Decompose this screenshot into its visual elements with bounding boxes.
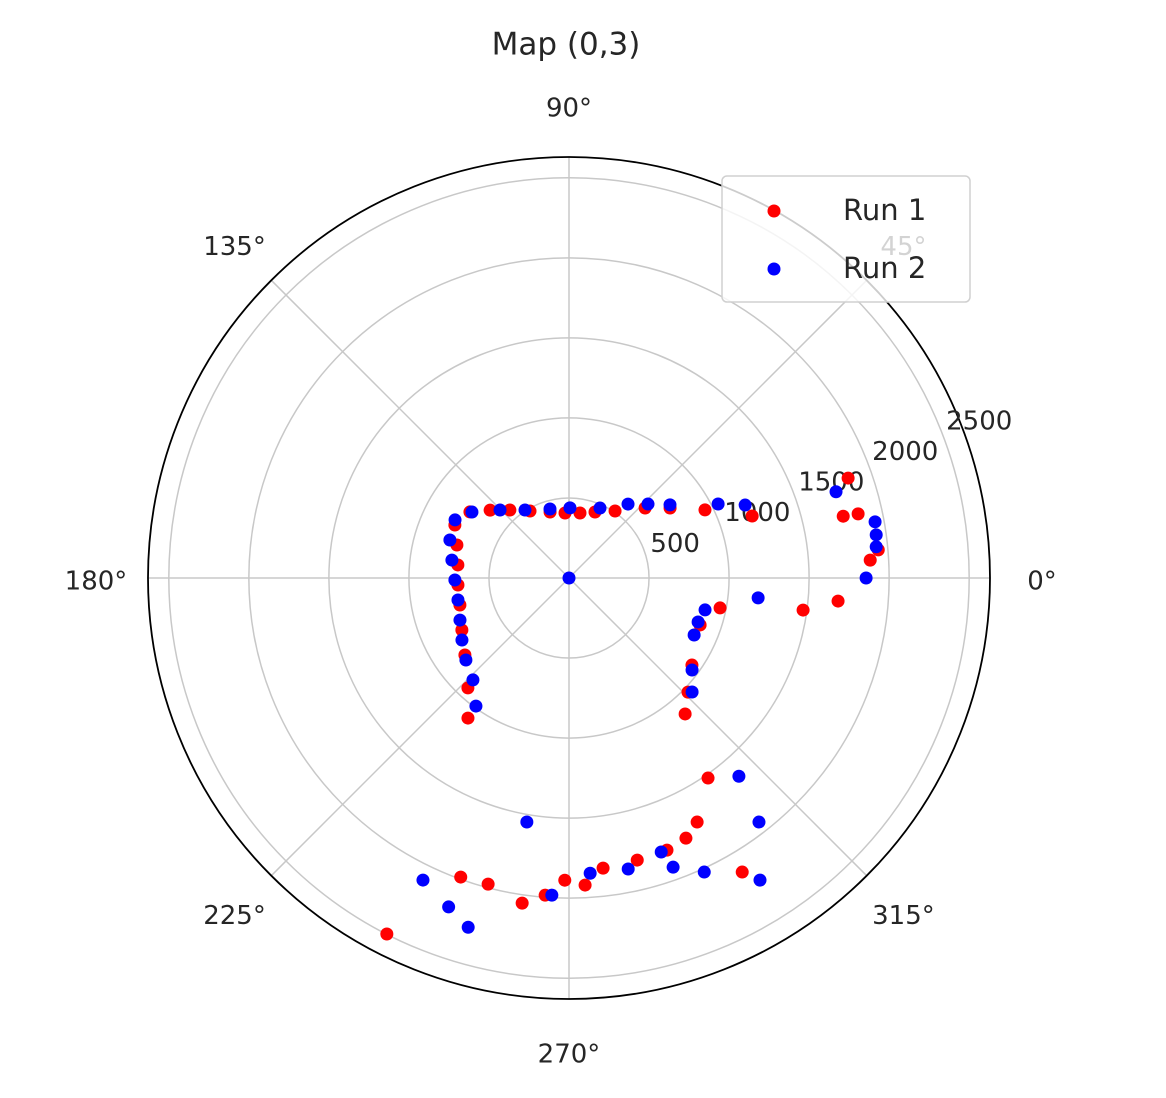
point — [829, 485, 843, 499]
point — [455, 633, 469, 647]
point — [448, 573, 462, 587]
legend-box — [721, 175, 971, 303]
point — [685, 663, 699, 677]
point — [713, 601, 727, 615]
point — [593, 501, 607, 515]
grid-spoke — [270, 577, 570, 877]
point — [380, 927, 394, 941]
point — [469, 699, 483, 713]
point — [836, 509, 850, 523]
point — [679, 831, 693, 845]
point — [445, 553, 459, 567]
point — [666, 860, 680, 874]
point — [493, 503, 507, 517]
theta-tick-label: 0° — [1027, 567, 1057, 597]
point — [442, 900, 456, 914]
point — [483, 503, 497, 517]
theta-tick-label: 180° — [65, 567, 128, 597]
point — [465, 505, 479, 519]
point — [562, 571, 576, 585]
legend-marker — [767, 204, 781, 218]
theta-tick-label: 90° — [546, 94, 592, 124]
r-tick-label: 500 — [650, 529, 700, 559]
point — [503, 503, 517, 517]
point — [859, 571, 873, 585]
point — [698, 603, 712, 617]
theta-tick-label: 315° — [872, 901, 935, 931]
polar-frame — [147, 156, 991, 1000]
point — [735, 865, 749, 879]
grid-spoke — [568, 577, 868, 877]
point — [573, 506, 587, 520]
point — [543, 502, 557, 516]
point — [608, 504, 622, 518]
point — [596, 861, 610, 875]
point — [416, 873, 430, 887]
point — [621, 862, 635, 876]
point — [841, 471, 855, 485]
chart-title: Map (0,3) — [492, 27, 641, 63]
point — [691, 615, 705, 629]
point — [459, 653, 473, 667]
point — [697, 865, 711, 879]
point — [466, 673, 480, 687]
point — [454, 870, 468, 884]
point — [481, 877, 495, 891]
point — [451, 593, 465, 607]
point — [711, 497, 725, 511]
point — [583, 866, 597, 880]
point — [752, 815, 766, 829]
point — [563, 501, 577, 515]
legend-label: Run 2 — [843, 251, 926, 285]
point — [698, 503, 712, 517]
legend: Run 1 Run 2 — [721, 175, 971, 303]
point — [654, 845, 668, 859]
point — [558, 873, 572, 887]
point — [701, 771, 715, 785]
point — [453, 613, 467, 627]
point — [621, 497, 635, 511]
point — [678, 707, 692, 721]
legend-marker — [767, 262, 781, 276]
point — [448, 513, 462, 527]
point — [663, 498, 677, 512]
point — [831, 594, 845, 608]
point — [630, 853, 644, 867]
point — [796, 603, 810, 617]
point — [869, 528, 883, 542]
point — [751, 591, 765, 605]
legend-label: Run 1 — [843, 193, 926, 227]
point — [868, 515, 882, 529]
point — [732, 769, 746, 783]
point — [461, 711, 475, 725]
point — [545, 888, 559, 902]
point — [753, 873, 767, 887]
point — [745, 509, 759, 523]
point — [518, 503, 532, 517]
r-tick-label: 2500 — [946, 406, 1012, 436]
point — [515, 896, 529, 910]
point — [687, 628, 701, 642]
point — [641, 497, 655, 511]
point — [851, 507, 865, 521]
theta-tick-label: 225° — [203, 901, 266, 931]
point — [863, 553, 877, 567]
point — [455, 623, 469, 637]
point — [443, 533, 457, 547]
point — [685, 685, 699, 699]
point — [869, 540, 883, 554]
grid-spoke — [568, 279, 868, 579]
point — [461, 920, 475, 934]
theta-tick-label: 135° — [203, 232, 266, 262]
point — [690, 815, 704, 829]
r-tick-label: 2000 — [872, 437, 938, 467]
point — [738, 498, 752, 512]
point — [520, 815, 534, 829]
grid-spoke — [270, 279, 570, 579]
theta-tick-label: 270° — [538, 1040, 601, 1070]
point — [578, 878, 592, 892]
